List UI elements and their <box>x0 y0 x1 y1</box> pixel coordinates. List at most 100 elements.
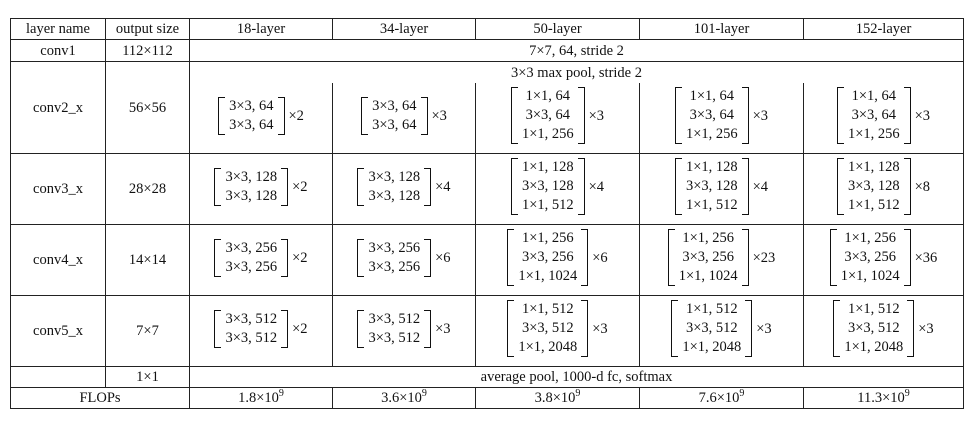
block-multiplier: ×23 <box>752 249 776 266</box>
block-cell: 1×1, 64 3×3, 64 1×1, 256 ×3 <box>639 83 804 154</box>
left-bracket <box>833 300 841 357</box>
left-bracket <box>214 167 222 206</box>
layer-spec: 3×3, 64 <box>229 116 274 133</box>
block-spec: 1×1, 128 3×3, 128 1×1, 512 ×8 <box>836 158 931 215</box>
block-cell: 3×3, 512 3×3, 512 ×3 <box>332 295 476 367</box>
block-multiplier: ×6 <box>592 249 608 266</box>
stage-output-size: 28×28 <box>105 153 190 225</box>
layer-spec: 1×1, 2048 <box>844 339 904 355</box>
right-bracket <box>907 300 915 357</box>
layer-spec: 3×3, 64 <box>229 97 274 114</box>
layer-stack: 1×1, 64 3×3, 64 1×1, 256 <box>686 87 738 144</box>
block-spec: 1×1, 512 3×3, 512 1×1, 2048 ×3 <box>671 300 772 357</box>
block-multiplier: ×8 <box>914 178 931 195</box>
layer-spec: 3×3, 128 <box>368 187 421 204</box>
block-multiplier: ×3 <box>592 320 608 337</box>
block-cell: 1×1, 512 3×3, 512 1×1, 2048 ×3 <box>803 295 964 367</box>
block-cell: 1×1, 512 3×3, 512 1×1, 2048 ×3 <box>475 295 640 367</box>
layer-stack: 1×1, 128 3×3, 128 1×1, 512 <box>848 158 900 215</box>
layer-spec: 3×3, 256 <box>368 239 421 256</box>
layer-stack: 3×3, 512 3×3, 512 <box>368 310 420 348</box>
block-cell: 3×3, 64 3×3, 64 ×3 <box>332 83 476 154</box>
block-spec: 3×3, 128 3×3, 128 ×4 <box>357 167 451 206</box>
left-bracket <box>357 238 365 277</box>
stage-name: conv4_x <box>10 224 106 296</box>
layer-stack: 3×3, 64 3×3, 64 <box>229 97 273 135</box>
layer-spec: 3×3, 512 <box>368 310 421 327</box>
left-bracket <box>357 309 365 348</box>
right-bracket <box>903 87 911 144</box>
layer-stack: 1×1, 256 3×3, 256 1×1, 1024 <box>679 229 738 286</box>
header-152-layer: 152-layer <box>803 18 964 40</box>
layer-stack: 1×1, 512 3×3, 512 1×1, 2048 <box>682 300 741 357</box>
right-bracket <box>424 167 432 206</box>
layer-spec: 3×3, 512 <box>685 320 738 336</box>
layer-spec: 1×1, 64 <box>525 88 570 104</box>
left-bracket <box>674 158 682 215</box>
layer-spec: 1×1, 256 <box>844 230 896 246</box>
flops-label: FLOPs <box>10 387 190 409</box>
layer-spec: 3×3, 512 <box>368 329 421 346</box>
block-spec: 1×1, 64 3×3, 64 1×1, 256 ×3 <box>674 87 769 144</box>
layer-spec: 1×1, 512 <box>685 197 738 213</box>
flops-mantissa: 3.8×10 <box>534 390 576 406</box>
layer-spec: 1×1, 1024 <box>840 268 900 284</box>
right-bracket <box>577 158 585 215</box>
left-bracket <box>357 167 365 206</box>
right-bracket <box>903 158 911 215</box>
left-bracket <box>361 96 369 135</box>
right-bracket <box>745 300 753 357</box>
block-multiplier: ×3 <box>435 320 451 337</box>
final-row: 1×1 average pool, 1000-d fc, softmax <box>10 366 964 388</box>
right-bracket <box>903 229 911 286</box>
layer-stack: 1×1, 512 3×3, 512 1×1, 2048 <box>844 300 903 357</box>
left-bracket <box>507 229 515 286</box>
layer-spec: 1×1, 256 <box>521 230 574 246</box>
block-spec: 1×1, 128 3×3, 128 1×1, 512 ×4 <box>674 158 768 215</box>
layer-spec: 3×3, 256 <box>225 258 278 275</box>
stage-output-size: 7×7 <box>105 295 190 367</box>
right-bracket <box>281 167 289 206</box>
block-spec: 1×1, 256 3×3, 256 1×1, 1024 ×36 <box>829 229 937 286</box>
resnet-architecture-table: layer name output size 18-layer 34-layer… <box>10 18 964 409</box>
layer-spec: 3×3, 64 <box>525 107 570 123</box>
layer-stack: 3×3, 128 3×3, 128 <box>368 168 420 206</box>
stage-output-size: 56×56 <box>105 61 190 154</box>
layer-spec: 3×3, 128 <box>685 178 738 194</box>
block-multiplier: ×3 <box>752 107 769 124</box>
header-layer-name: layer name <box>10 18 106 40</box>
conv1-name: conv1 <box>10 39 106 62</box>
layer-stack: 3×3, 128 3×3, 128 <box>225 168 277 206</box>
block-spec: 1×1, 512 3×3, 512 1×1, 2048 ×3 <box>507 300 608 357</box>
stage-name: conv5_x <box>10 295 106 367</box>
block-cell: 1×1, 256 3×3, 256 1×1, 1024 ×6 <box>475 224 640 296</box>
layer-spec: 3×3, 512 <box>225 329 278 346</box>
stage-row-conv2_x: 3×3, 64 3×3, 64 ×2 3×3, 64 3×3, 64 ×3 1×1, 64 3… <box>11 83 964 154</box>
block-multiplier: ×4 <box>435 178 451 195</box>
header-101-layer: 101-layer <box>639 18 804 40</box>
block-multiplier: ×3 <box>756 320 772 337</box>
block-multiplier: ×2 <box>288 107 304 124</box>
left-bracket <box>510 158 518 215</box>
left-bracket <box>836 87 844 144</box>
flops-value: 3.6×109 <box>332 387 476 409</box>
block-multiplier: ×2 <box>292 249 308 266</box>
flops-value: 1.8×109 <box>189 387 333 409</box>
block-multiplier: ×2 <box>292 178 308 195</box>
block-spec: 3×3, 64 3×3, 64 ×3 <box>361 96 447 135</box>
layer-spec: 1×1, 128 <box>685 159 738 175</box>
block-cell: 3×3, 512 3×3, 512 ×2 <box>189 295 333 367</box>
header-row: layer name output size 18-layer 34-layer… <box>10 18 964 40</box>
stage-name: conv3_x <box>10 153 106 225</box>
layer-spec: 1×1, 1024 <box>678 268 738 284</box>
layer-spec: 3×3, 64 <box>851 107 896 123</box>
conv1-size: 112×112 <box>105 39 190 62</box>
layer-stack: 3×3, 256 3×3, 256 <box>225 239 277 277</box>
flops-value: 7.6×109 <box>639 387 804 409</box>
right-bracket <box>281 309 289 348</box>
right-bracket <box>577 87 585 144</box>
block-cell: 1×1, 256 3×3, 256 1×1, 1024 ×36 <box>803 224 964 296</box>
block-multiplier: ×6 <box>435 249 451 266</box>
flops-value: 3.8×109 <box>475 387 640 409</box>
layer-spec: 1×1, 2048 <box>518 339 578 355</box>
